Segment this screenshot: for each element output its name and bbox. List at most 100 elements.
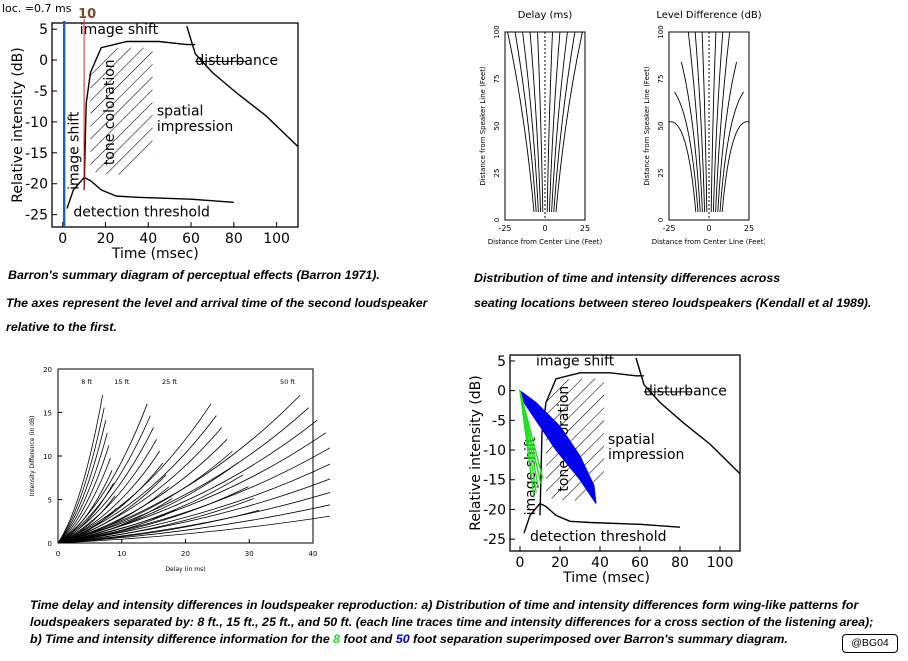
contour-line — [553, 31, 576, 213]
wings-x-tick-label: 30 — [245, 550, 254, 558]
wings-chart: 20 15 10 5 00 10 20 30 40 Delay (in ms) Intensity … — [29, 366, 330, 573]
wing-line — [57, 515, 330, 544]
kendall-y-label: Distance from Speaker Line (Feet) — [479, 66, 487, 186]
wing-line — [57, 415, 217, 544]
wing-label: 25 ft — [162, 378, 178, 386]
y-tick-label: -15 — [25, 146, 48, 162]
caption-barron-2: The axes represent the level and arrival… — [6, 296, 428, 310]
caption-bottom-2: loudspeakers separated by: 8 ft., 15 ft.… — [30, 615, 874, 629]
label-disturbance: disturbance — [644, 383, 727, 399]
kendall-x-label: Distance from Center Line (Feet) — [488, 238, 603, 246]
kendall-title: Delay (ms) — [518, 10, 573, 21]
x-tick-label: 100 — [263, 231, 290, 247]
wings-y-tick-label: 15 — [43, 410, 52, 418]
y-tick-label: 5 — [497, 354, 506, 370]
caption-kendall-1: Distribution of time and intensity diffe… — [474, 271, 781, 285]
wing-line — [57, 420, 107, 544]
contour-line — [551, 31, 568, 213]
wing-line — [57, 407, 105, 544]
wings-x-tick-label: 10 — [117, 550, 126, 558]
y-tick-label: -15 — [483, 473, 506, 489]
kendall-x-tick: 25 — [580, 224, 590, 233]
caption-bottom-1: Time delay and intensity differences in … — [30, 598, 859, 612]
wings-plot: 20 15 10 5 00 10 20 30 40 Delay (in ms) Intensity … — [29, 366, 330, 573]
x-tick-label: 20 — [97, 231, 115, 247]
caption-8-ft: 8 — [333, 632, 341, 646]
x-tick-label: 40 — [591, 555, 609, 571]
contour-line — [687, 31, 703, 213]
wings-y-tick-label: 20 — [43, 366, 52, 374]
wing-line — [57, 432, 108, 544]
contour-line — [715, 31, 731, 213]
wing-line — [57, 450, 161, 544]
wings-x-tick-label: 0 — [56, 550, 60, 558]
y-tick-label: 0 — [497, 384, 506, 400]
label-impression: impression — [157, 119, 233, 135]
kendall-y-tick: 0 — [657, 218, 665, 222]
detection-threshold-curve — [523, 502, 681, 534]
overlay-50-ft — [519, 389, 597, 504]
y-tick-label: -25 — [25, 208, 48, 224]
wings-y-label: Intensity Difference (in dB) — [29, 416, 36, 497]
barron-chart-top: 5 0 -5 -10 -15 -20 -25 0 20 40 60 80 100 Time (msec) R… — [2, 2, 299, 262]
loc-label: loc. =0.7 ms — [2, 2, 72, 15]
label-detection-threshold: detection threshold — [73, 204, 210, 220]
y-tick-label: -5 — [34, 84, 48, 100]
wings-x-tick-label: 20 — [181, 550, 190, 558]
contour-line — [548, 31, 561, 213]
wing-line — [57, 427, 223, 544]
contour-line — [701, 31, 708, 213]
kendall-y-tick: 50 — [493, 122, 501, 131]
caption-barron-1: Barron's summary diagram of perceptual e… — [8, 268, 380, 282]
contour-line — [514, 31, 537, 213]
label-impression: impression — [608, 447, 684, 463]
contour-line — [529, 31, 542, 213]
kendall-chart: Delay (ms) 100 75 50 25 0 -25 0 25 Distance from … — [479, 10, 765, 246]
y-tick-label: -25 — [483, 532, 506, 548]
tone-coloration-hatch — [546, 378, 604, 501]
wings-y-tick-label: 0 — [48, 540, 52, 548]
y-tick-label: -10 — [25, 115, 48, 131]
y-tick-label: -5 — [492, 413, 506, 429]
kendall-y-tick: 50 — [657, 122, 665, 131]
detection-threshold-curve — [66, 176, 234, 209]
wing-line — [57, 447, 330, 544]
label-tone-coloration: tone coloration — [102, 59, 118, 165]
kendall-x-tick: 0 — [706, 224, 711, 233]
barron-plot-top: 5 0 -5 -10 -15 -20 -25 0 20 40 60 80 100 Time (msec) R… — [2, 2, 299, 262]
wing-line — [57, 427, 154, 544]
y-tick-label: -10 — [483, 443, 506, 459]
contour-line — [694, 31, 706, 213]
wing-line — [57, 478, 330, 544]
kendall-y-label: Distance from Speaker Line (Feet) — [643, 66, 651, 186]
wings-x-tick-label: 40 — [309, 550, 318, 558]
wing-line — [57, 395, 104, 544]
kendall-plots: Delay (ms) 100 75 50 25 0 -25 0 25 Distance from … — [479, 10, 765, 246]
kendall-y-tick: 0 — [493, 218, 501, 222]
wing-line — [57, 419, 318, 544]
caption-kendall-2: seating locations between stereo loudspe… — [474, 296, 872, 310]
contour-line — [546, 31, 553, 213]
kendall-y-tick: 100 — [657, 25, 665, 38]
label-image-shift-vertical: image shift — [67, 111, 83, 190]
kendall-y-tick: 25 — [657, 169, 665, 178]
wings-y-tick-label: 5 — [48, 497, 52, 505]
contour-line — [668, 121, 697, 213]
label-disturbance: disturbance — [195, 53, 278, 69]
marker-10-label: 10 — [78, 7, 96, 22]
kendall-y-tick: 75 — [493, 75, 501, 84]
wing-line — [57, 504, 330, 544]
y-tick-label: 5 — [39, 22, 48, 38]
y-tick-label: -20 — [25, 177, 48, 193]
wing-line — [57, 403, 148, 544]
caption-barron-3: relative to the first. — [6, 320, 117, 334]
tone-coloration-hatch — [90, 47, 153, 175]
label-image-shift-top: image shift — [536, 354, 615, 370]
kendall-x-tick: 25 — [744, 224, 754, 233]
wing-label: 8 ft — [81, 378, 92, 386]
contour-line — [710, 31, 717, 213]
label-spatial: spatial — [608, 432, 655, 448]
x-tick-label: 60 — [631, 555, 649, 571]
x-tick-label: 40 — [139, 231, 157, 247]
plot-frame — [509, 354, 741, 552]
